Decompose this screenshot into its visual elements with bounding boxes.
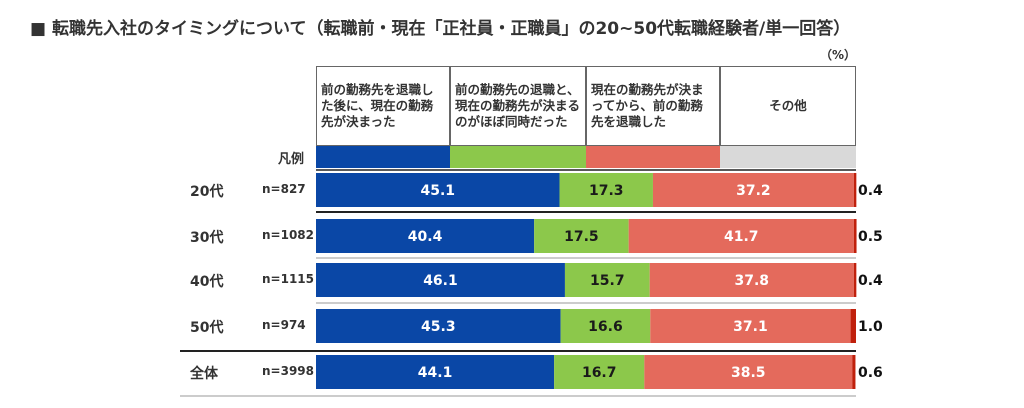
- category-label: 全体: [190, 366, 218, 382]
- category-label: 50代: [190, 320, 224, 336]
- chart-title: ■ 転職先入社のタイミングについて（転職前・現在「正社員・正職員」の20~50代…: [30, 19, 851, 39]
- legend-swatch-3: [586, 146, 720, 168]
- data-label: 40.4: [408, 229, 443, 245]
- data-label: 0.4: [858, 273, 883, 289]
- legend-header-4: その他: [720, 66, 856, 146]
- legend-header-1: 前の勤務先を退職した後に、現在の勤務先が決まった: [316, 66, 450, 146]
- bar-segment: [534, 219, 629, 253]
- bar-segment: [316, 173, 560, 207]
- bar-segment: [853, 263, 857, 297]
- bar-segment: [650, 309, 851, 343]
- bar-segment: [316, 219, 535, 253]
- bar-segment: [644, 355, 853, 389]
- data-label: 41.7: [724, 229, 759, 245]
- data-label: 0.5: [858, 229, 883, 245]
- legend-swatch-1: [316, 146, 450, 168]
- data-label: 1.0: [858, 319, 883, 335]
- bar-segment: [649, 263, 854, 297]
- bar-segment: [853, 219, 857, 253]
- unit-label: （%）: [820, 48, 857, 62]
- sample-size-label: n=3998: [262, 364, 314, 378]
- legend-swatch-2: [450, 146, 586, 168]
- data-label: 16.7: [582, 365, 617, 381]
- bar-segment: [628, 219, 854, 253]
- data-label: 46.1: [423, 273, 458, 289]
- data-label: 38.5: [731, 365, 766, 381]
- bar-segment: [316, 309, 561, 343]
- data-label: 37.8: [735, 273, 770, 289]
- sample-size-label: n=974: [262, 318, 306, 332]
- bar-segment: [316, 355, 555, 389]
- bar-segment: [554, 355, 645, 389]
- bar-segment: [852, 355, 856, 389]
- data-label: 17.5: [564, 229, 599, 245]
- data-label: 15.7: [590, 273, 625, 289]
- data-label: 17.3: [589, 183, 624, 199]
- bar-segment: [853, 173, 857, 207]
- category-label: 30代: [190, 230, 224, 246]
- legend-swatch-4: [720, 146, 856, 168]
- data-label: 37.1: [733, 319, 768, 335]
- bar-segment: [564, 263, 650, 297]
- bar-segment: [850, 309, 856, 343]
- sample-size-label: n=1082: [262, 228, 314, 242]
- legend-header-2: 前の勤務先の退職と、現在の勤務先が決まるのがほぼ同時だった: [450, 66, 586, 146]
- data-label: 45.3: [421, 319, 456, 335]
- data-label: 37.2: [736, 183, 771, 199]
- legend-header-3: 現在の勤務先が決まってから、前の勤務先を退職した: [586, 66, 720, 146]
- data-label: 0.4: [858, 183, 883, 199]
- data-label: 16.6: [588, 319, 623, 335]
- data-label: 45.1: [420, 183, 455, 199]
- bar-segment: [316, 263, 565, 297]
- sample-size-label: n=827: [262, 182, 306, 196]
- bar-segment: [560, 309, 651, 343]
- data-label: 44.1: [418, 365, 453, 381]
- sample-size-label: n=1115: [262, 272, 314, 286]
- category-label: 20代: [190, 184, 224, 200]
- legend-label: 凡例: [278, 152, 305, 167]
- bar-segment: [559, 173, 653, 207]
- category-label: 40代: [190, 274, 224, 290]
- data-label: 0.6: [858, 365, 883, 381]
- bar-segment: [652, 173, 854, 207]
